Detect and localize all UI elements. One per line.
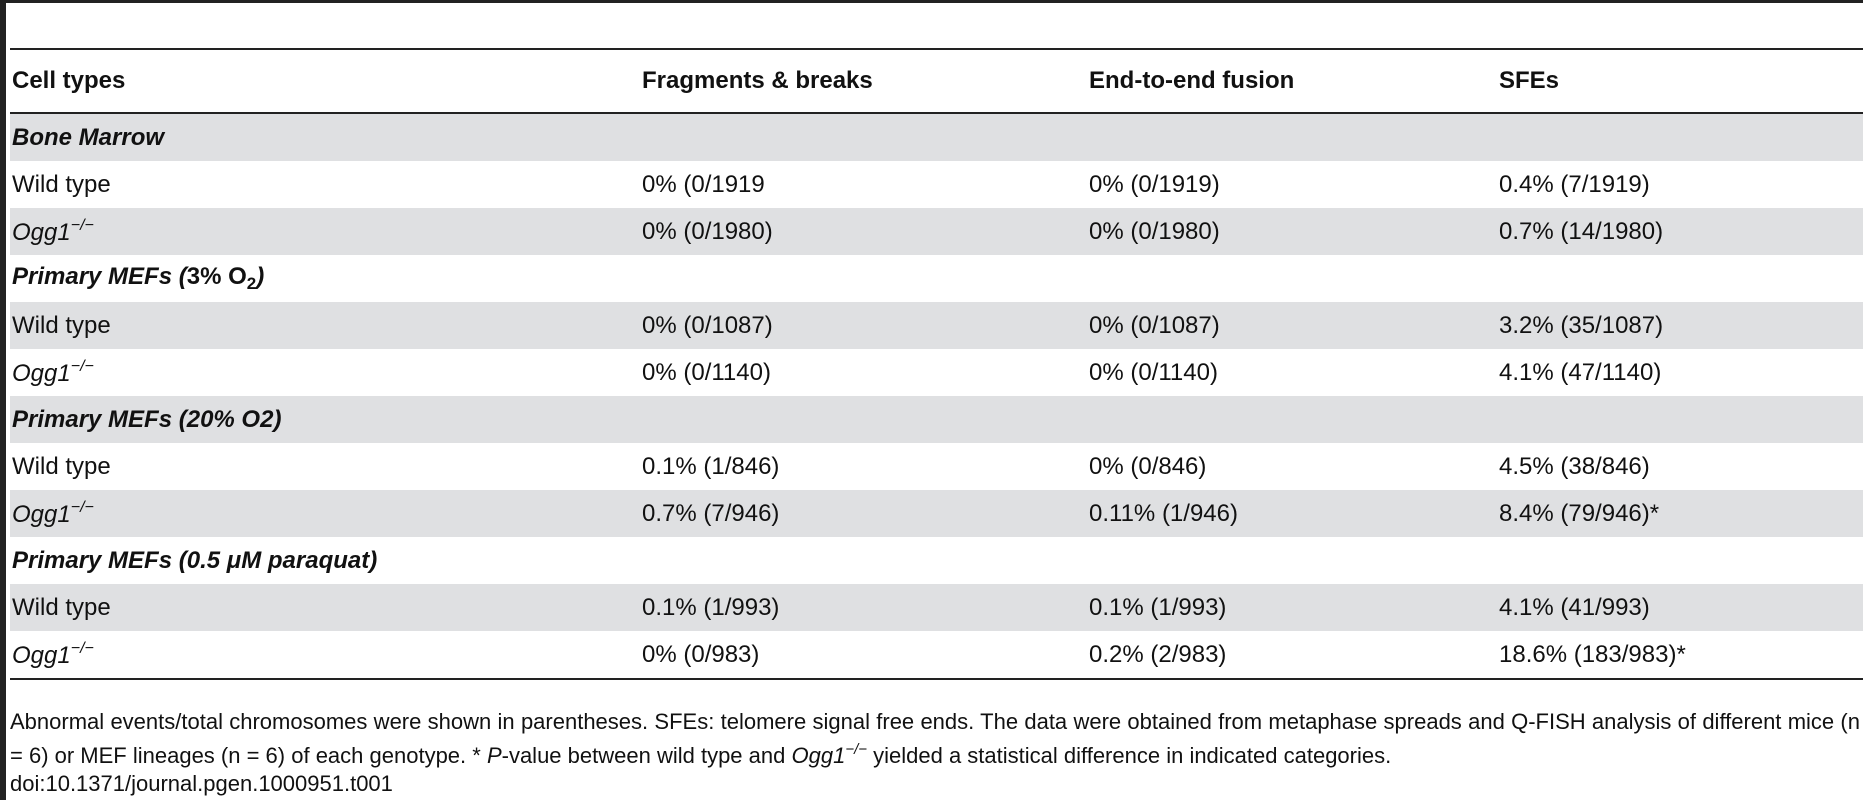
genotype-cell: Wild type <box>12 170 111 198</box>
section-label: Primary MEFs (20% O2) <box>12 405 282 433</box>
section-label: Primary MEFs (3% O2) <box>10 255 1863 302</box>
sfes-cell: 0.7% (14/1980) <box>1499 217 1664 245</box>
fusion-cell: 0% (0/1087) <box>1089 311 1220 339</box>
genotype-cell: Wild type <box>12 452 111 480</box>
sfes-cell: 4.1% (47/1140) <box>1499 358 1662 386</box>
section-row-primary-mefs-20-o2: Primary MEFs (20% O2) <box>10 396 1863 443</box>
genotype-cell: Ogg1−/− <box>10 349 640 396</box>
fragments-cell: 0% (0/983) <box>642 640 760 668</box>
genotype-cell: Ogg1−/− <box>10 490 640 537</box>
left-border-rule <box>0 0 6 800</box>
sfes-cell: 4.1% (41/993) <box>1499 593 1650 621</box>
section-label-subscript: 2 <box>246 274 257 293</box>
fusion-cell: 0.2% (2/983) <box>1089 640 1227 668</box>
genotype-name: Ogg1 <box>12 359 71 387</box>
section-label: Bone Marrow <box>12 123 165 151</box>
section-label-start: Primary MEFs ( <box>12 263 187 290</box>
fusion-cell: 0.1% (1/993) <box>1089 593 1227 621</box>
footnote-doi: doi:10.1371/journal.pgen.1000951.t001 <box>10 771 393 796</box>
table-row: Ogg1−/− 0.7% (7/946) 0.11% (1/946) 8.4% … <box>10 490 1863 537</box>
sfes-cell: 18.6% (183/983)* <box>1499 640 1686 668</box>
footnote-p-value-symbol: P <box>486 743 502 768</box>
fragments-cell: 0.1% (1/846) <box>642 452 780 480</box>
genotype-cell: Wild type <box>12 311 111 339</box>
genotype-cell: Ogg1−/− <box>10 631 640 679</box>
genotype-superscript: −/− <box>70 639 94 657</box>
table-row: Wild type 0% (0/1919 0% (0/1919) 0.4% (7… <box>10 161 1863 208</box>
header-sfes: SFEs <box>1499 67 1560 94</box>
section-row-bone-marrow: Bone Marrow <box>10 113 1863 161</box>
sfes-cell: 8.4% (79/946)* <box>1499 499 1660 527</box>
section-label: Primary MEFs (0.5 μM paraquat) <box>12 546 378 574</box>
section-row-primary-mefs-paraquat: Primary MEFs (0.5 μM paraquat) <box>10 537 1863 584</box>
fragments-cell: 0.1% (1/993) <box>642 593 780 621</box>
header-cell-types: Cell types <box>12 67 126 94</box>
table-row: Ogg1−/− 0% (0/1980) 0% (0/1980) 0.7% (14… <box>10 208 1863 255</box>
genotype-superscript: −/− <box>70 216 94 234</box>
fusion-cell: 0% (0/1140) <box>1089 358 1218 386</box>
section-label-end: ) <box>256 263 265 290</box>
header-end-to-end-fusion: End-to-end fusion <box>1089 67 1295 94</box>
fusion-cell: 0.11% (1/946) <box>1089 499 1238 527</box>
header-fragments-breaks: Fragments & breaks <box>642 67 873 94</box>
genotype-superscript: −/− <box>70 357 94 375</box>
footnote-part3: yielded a statistical difference in indi… <box>867 743 1392 768</box>
table-row: Wild type 0% (0/1087) 0% (0/1087) 3.2% (… <box>10 302 1863 349</box>
footnote-gene-name: Ogg1 <box>791 743 846 768</box>
sfes-cell: 4.5% (38/846) <box>1499 452 1650 480</box>
genotype-cell: Wild type <box>12 593 111 621</box>
table-row: Ogg1−/− 0% (0/983) 0.2% (2/983) 18.6% (1… <box>10 631 1863 679</box>
genotype-superscript: −/− <box>70 498 94 516</box>
footnote-gene-superscript: −/− <box>845 741 867 758</box>
top-border-rule <box>0 0 1863 3</box>
section-label-oxygen: 3% O <box>186 263 247 290</box>
table-row: Wild type 0.1% (1/846) 0% (0/846) 4.5% (… <box>10 443 1863 490</box>
data-table: Cell types Fragments & breaks End-to-end… <box>10 48 1863 680</box>
sfes-cell: 3.2% (35/1087) <box>1499 311 1664 339</box>
section-row-primary-mefs-3-o2: Primary MEFs (3% O2) <box>10 255 1863 302</box>
table-header-row: Cell types Fragments & breaks End-to-end… <box>10 49 1863 113</box>
fragments-cell: 0% (0/1980) <box>642 217 773 245</box>
fragments-cell: 0% (0/1087) <box>642 311 773 339</box>
fragments-cell: 0.7% (7/946) <box>642 499 780 527</box>
genotype-cell: Ogg1−/− <box>10 208 640 255</box>
footnote-part1: Abnormal events/total chromosomes were s… <box>10 709 1860 768</box>
footnote-part2: -value between wild type and <box>501 743 792 768</box>
fusion-cell: 0% (0/846) <box>1089 452 1207 480</box>
genotype-name: Ogg1 <box>12 641 71 669</box>
table-footnote: Abnormal events/total chromosomes were s… <box>10 708 1860 798</box>
footnote-text: Abnormal events/total chromosomes were s… <box>10 708 1860 770</box>
fusion-cell: 0% (0/1980) <box>1089 217 1220 245</box>
sfes-cell: 0.4% (7/1919) <box>1499 170 1650 198</box>
genotype-name: Ogg1 <box>12 500 71 528</box>
fusion-cell: 0% (0/1919) <box>1089 170 1220 198</box>
fragments-cell: 0% (0/1140) <box>642 358 771 386</box>
genotype-name: Ogg1 <box>12 218 71 246</box>
table-row: Ogg1−/− 0% (0/1140) 0% (0/1140) 4.1% (47… <box>10 349 1863 396</box>
table-row: Wild type 0.1% (1/993) 0.1% (1/993) 4.1%… <box>10 584 1863 631</box>
fragments-cell: 0% (0/1919 <box>642 170 765 198</box>
